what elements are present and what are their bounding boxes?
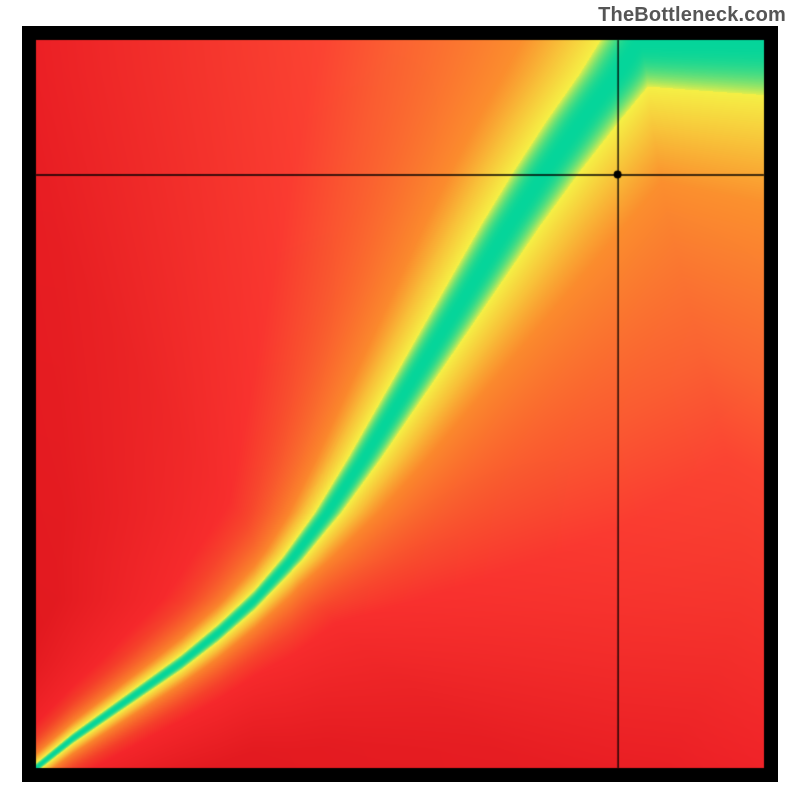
crosshair-overlay <box>22 26 778 782</box>
watermark-text: TheBottleneck.com <box>598 4 786 27</box>
chart-container: TheBottleneck.com <box>0 0 800 800</box>
heatmap-frame <box>22 26 778 782</box>
